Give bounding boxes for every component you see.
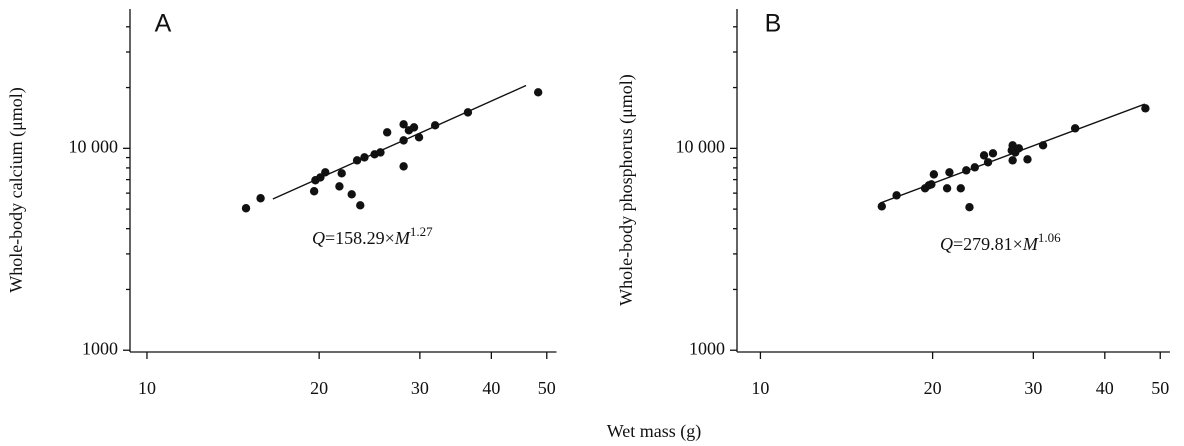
panel-label: B: [765, 10, 782, 38]
fit-line: [272, 84, 527, 200]
data-point: [409, 123, 419, 132]
data-point: [356, 201, 365, 210]
data-point: [399, 136, 408, 145]
data-point: [892, 191, 901, 200]
y-axis-label: Whole-body phosphorus (μmol): [616, 74, 637, 306]
y-tick-label: 10 000: [676, 136, 726, 156]
data-point: [241, 204, 251, 213]
data-point: [988, 149, 998, 158]
data-point: [256, 194, 265, 203]
x-tick-label: 50: [1151, 378, 1169, 398]
data-point: [962, 166, 971, 175]
data-point: [335, 182, 344, 191]
x-axis-label: Wet mass (g): [607, 421, 702, 442]
x-tick-label: 30: [411, 378, 429, 398]
x-tick-label: 50: [538, 378, 556, 398]
data-point: [942, 184, 952, 193]
data-point: [1008, 156, 1017, 165]
data-point: [360, 153, 369, 162]
x-tick-label: 20: [310, 378, 328, 398]
panel-label: A: [155, 10, 172, 38]
x-tick-label: 10: [138, 378, 156, 398]
y-axis-label: Whole-body calcium (μmol): [6, 87, 27, 293]
eq-exp: 1.27: [410, 224, 433, 239]
x-tick-label: 30: [1024, 378, 1042, 398]
data-point: [877, 202, 886, 211]
data-point: [1070, 124, 1080, 133]
data-point: [347, 190, 356, 199]
x-tick-label: 20: [924, 378, 942, 398]
data-point: [1008, 141, 1017, 150]
data-point: [382, 128, 392, 137]
eq-q: Q: [312, 228, 325, 248]
eq-coef: =279.81×: [953, 234, 1023, 254]
data-point: [945, 168, 954, 177]
y-tick-label: 1000: [82, 338, 118, 358]
eq-exp: 1.06: [1038, 230, 1061, 245]
data-point: [337, 169, 346, 178]
data-point: [352, 156, 362, 165]
data-point: [376, 148, 385, 157]
data-point: [1141, 104, 1150, 113]
data-point: [533, 88, 543, 97]
data-point: [983, 158, 993, 167]
fit-equation: Q=279.81×M1.06: [940, 230, 1061, 254]
data-point: [979, 151, 989, 160]
x-tick-label: 40: [482, 378, 500, 398]
data-point: [309, 187, 319, 196]
fit-equation: Q=158.29×M1.27: [312, 224, 433, 248]
x-tick-label: 40: [1096, 378, 1114, 398]
data-point: [929, 170, 939, 179]
data-point: [399, 162, 408, 171]
data-point: [399, 120, 408, 129]
eq-m: M: [394, 228, 411, 248]
data-point: [956, 184, 965, 193]
data-point: [927, 180, 936, 189]
data-point: [1023, 155, 1032, 164]
eq-m: M: [1022, 234, 1039, 254]
data-point: [321, 168, 330, 177]
data-point: [463, 108, 473, 117]
data-point: [970, 163, 979, 172]
y-tick-label: 1000: [689, 338, 725, 358]
data-point: [414, 133, 424, 142]
x-tick-label: 10: [751, 378, 769, 398]
y-tick-label: 10 000: [69, 136, 119, 156]
data-point: [965, 203, 974, 212]
eq-coef: =158.29×: [325, 228, 395, 248]
eq-q: Q: [940, 234, 953, 254]
data-point: [1014, 144, 1024, 153]
data-point: [1038, 141, 1048, 150]
data-point: [430, 121, 440, 130]
